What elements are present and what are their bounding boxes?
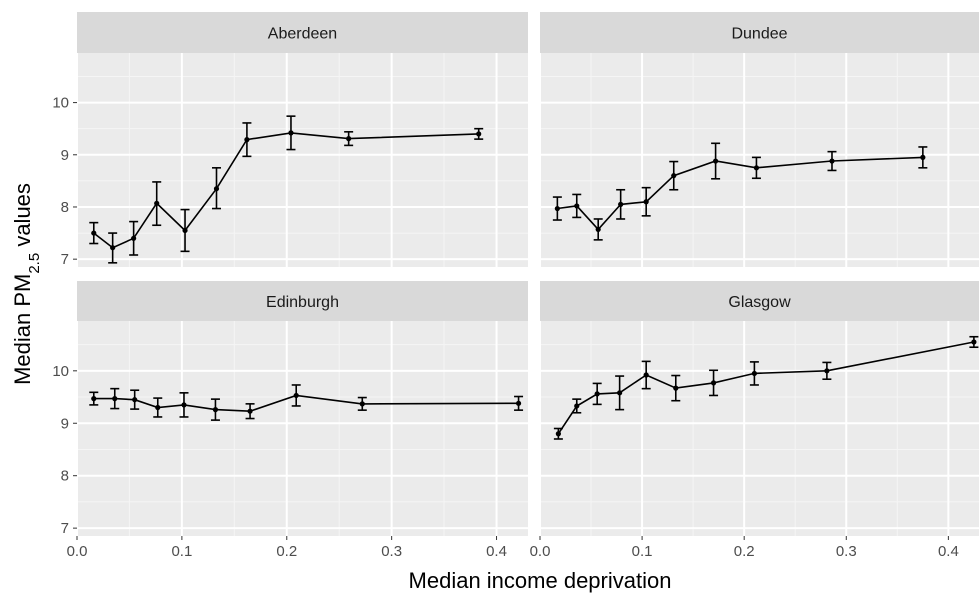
data-point [112, 396, 118, 402]
data-point [131, 235, 137, 241]
strip-aberdeen [77, 12, 528, 53]
y-tick-label: 8 [61, 199, 69, 216]
data-point [346, 136, 352, 142]
panels-layer: Aberdeen 7 8 9 10 Dundee Edinburgh 7 8 9 10 0.0 0.1 0… [52, 12, 979, 560]
series-line-edinburgh [93, 394, 519, 413]
data-point [673, 385, 679, 391]
y-tick-label: 9 [61, 147, 69, 164]
y-tick-label: 7 [61, 520, 69, 537]
data-point [110, 245, 116, 251]
data-point [212, 407, 219, 413]
x-tick-label: 0.3 [836, 543, 857, 560]
data-point [594, 391, 600, 397]
data-point [595, 226, 601, 233]
data-point [155, 404, 161, 411]
data-point [617, 390, 623, 396]
y-axis-title-main: Median PM [10, 274, 35, 385]
y-axis-title: Median PM2.5 values [10, 183, 43, 385]
series-line-aberdeen [93, 132, 479, 249]
strip-label-dundee: Dundee [731, 26, 787, 43]
panel-background-glasgow [540, 321, 979, 536]
data-point [244, 137, 250, 143]
panel-aberdeen: Aberdeen 7 8 9 10 [52, 12, 528, 268]
x-tick-label: 0.0 [67, 543, 88, 560]
x-tick-label: 0.1 [632, 543, 653, 560]
data-point [713, 158, 719, 164]
panel-dundee: Dundee [539, 12, 979, 267]
data-point [181, 402, 187, 408]
data-point [751, 370, 757, 377]
strip-label-edinburgh: Edinburgh [266, 294, 339, 311]
data-point [132, 397, 138, 403]
panel-background-dundee [540, 53, 979, 267]
data-point [154, 200, 160, 206]
data-point [288, 130, 294, 136]
y-tick-label: 9 [61, 415, 69, 432]
x-tick-label: 0.4 [486, 543, 507, 560]
data-point [247, 408, 253, 414]
y-axis-title-subscript: 2.5 [26, 253, 43, 274]
data-point [293, 392, 299, 399]
data-point [618, 201, 624, 207]
data-point [213, 186, 220, 192]
data-point [555, 431, 561, 437]
series-line-dundee [557, 156, 923, 231]
panel-background-edinburgh [77, 321, 528, 536]
y-tick-label: 10 [52, 95, 69, 112]
data-point [91, 396, 97, 402]
strip-label-aberdeen: Aberdeen [268, 26, 337, 43]
x-tick-label: 0.2 [734, 543, 755, 560]
data-point [182, 227, 188, 234]
x-tick-label: 0.3 [381, 543, 402, 560]
data-point [476, 131, 482, 137]
y-tick-label: 7 [61, 251, 69, 268]
panel-background-aberdeen [77, 53, 528, 267]
y-tick-label: 10 [52, 363, 69, 380]
data-point [574, 403, 580, 409]
strip-edinburgh [77, 281, 528, 321]
data-point [829, 158, 835, 164]
data-point [359, 401, 365, 407]
strip-glasgow [540, 281, 979, 321]
data-point [643, 372, 649, 378]
y-axis-title-suffix: values [10, 183, 35, 253]
x-tick-label: 0.2 [276, 543, 297, 560]
strip-dundee [540, 12, 979, 53]
data-point [554, 205, 560, 212]
panel-glasgow: Glasgow 0.0 0.1 0.2 0.3 0.4 [530, 281, 979, 560]
data-point [753, 165, 760, 171]
data-point [91, 230, 97, 236]
data-point [824, 368, 830, 374]
x-tick-label: 0.4 [938, 543, 959, 560]
y-tick-label: 8 [61, 468, 69, 485]
strip-label-glasgow: Glasgow [728, 294, 791, 311]
x-tick-label: 0.0 [530, 543, 551, 560]
x-tick-label: 0.1 [171, 543, 192, 560]
panel-edinburgh: Edinburgh 7 8 9 10 0.0 0.1 0.2 0.3 0.4 [52, 281, 528, 560]
x-axis-title: Median income deprivation [409, 568, 672, 593]
data-point [671, 173, 677, 179]
data-point [515, 400, 522, 406]
data-point [643, 199, 649, 205]
data-point [710, 380, 717, 386]
data-point [971, 339, 977, 345]
data-point [920, 154, 926, 160]
data-point [574, 203, 580, 209]
series-line-glasgow [557, 341, 975, 435]
